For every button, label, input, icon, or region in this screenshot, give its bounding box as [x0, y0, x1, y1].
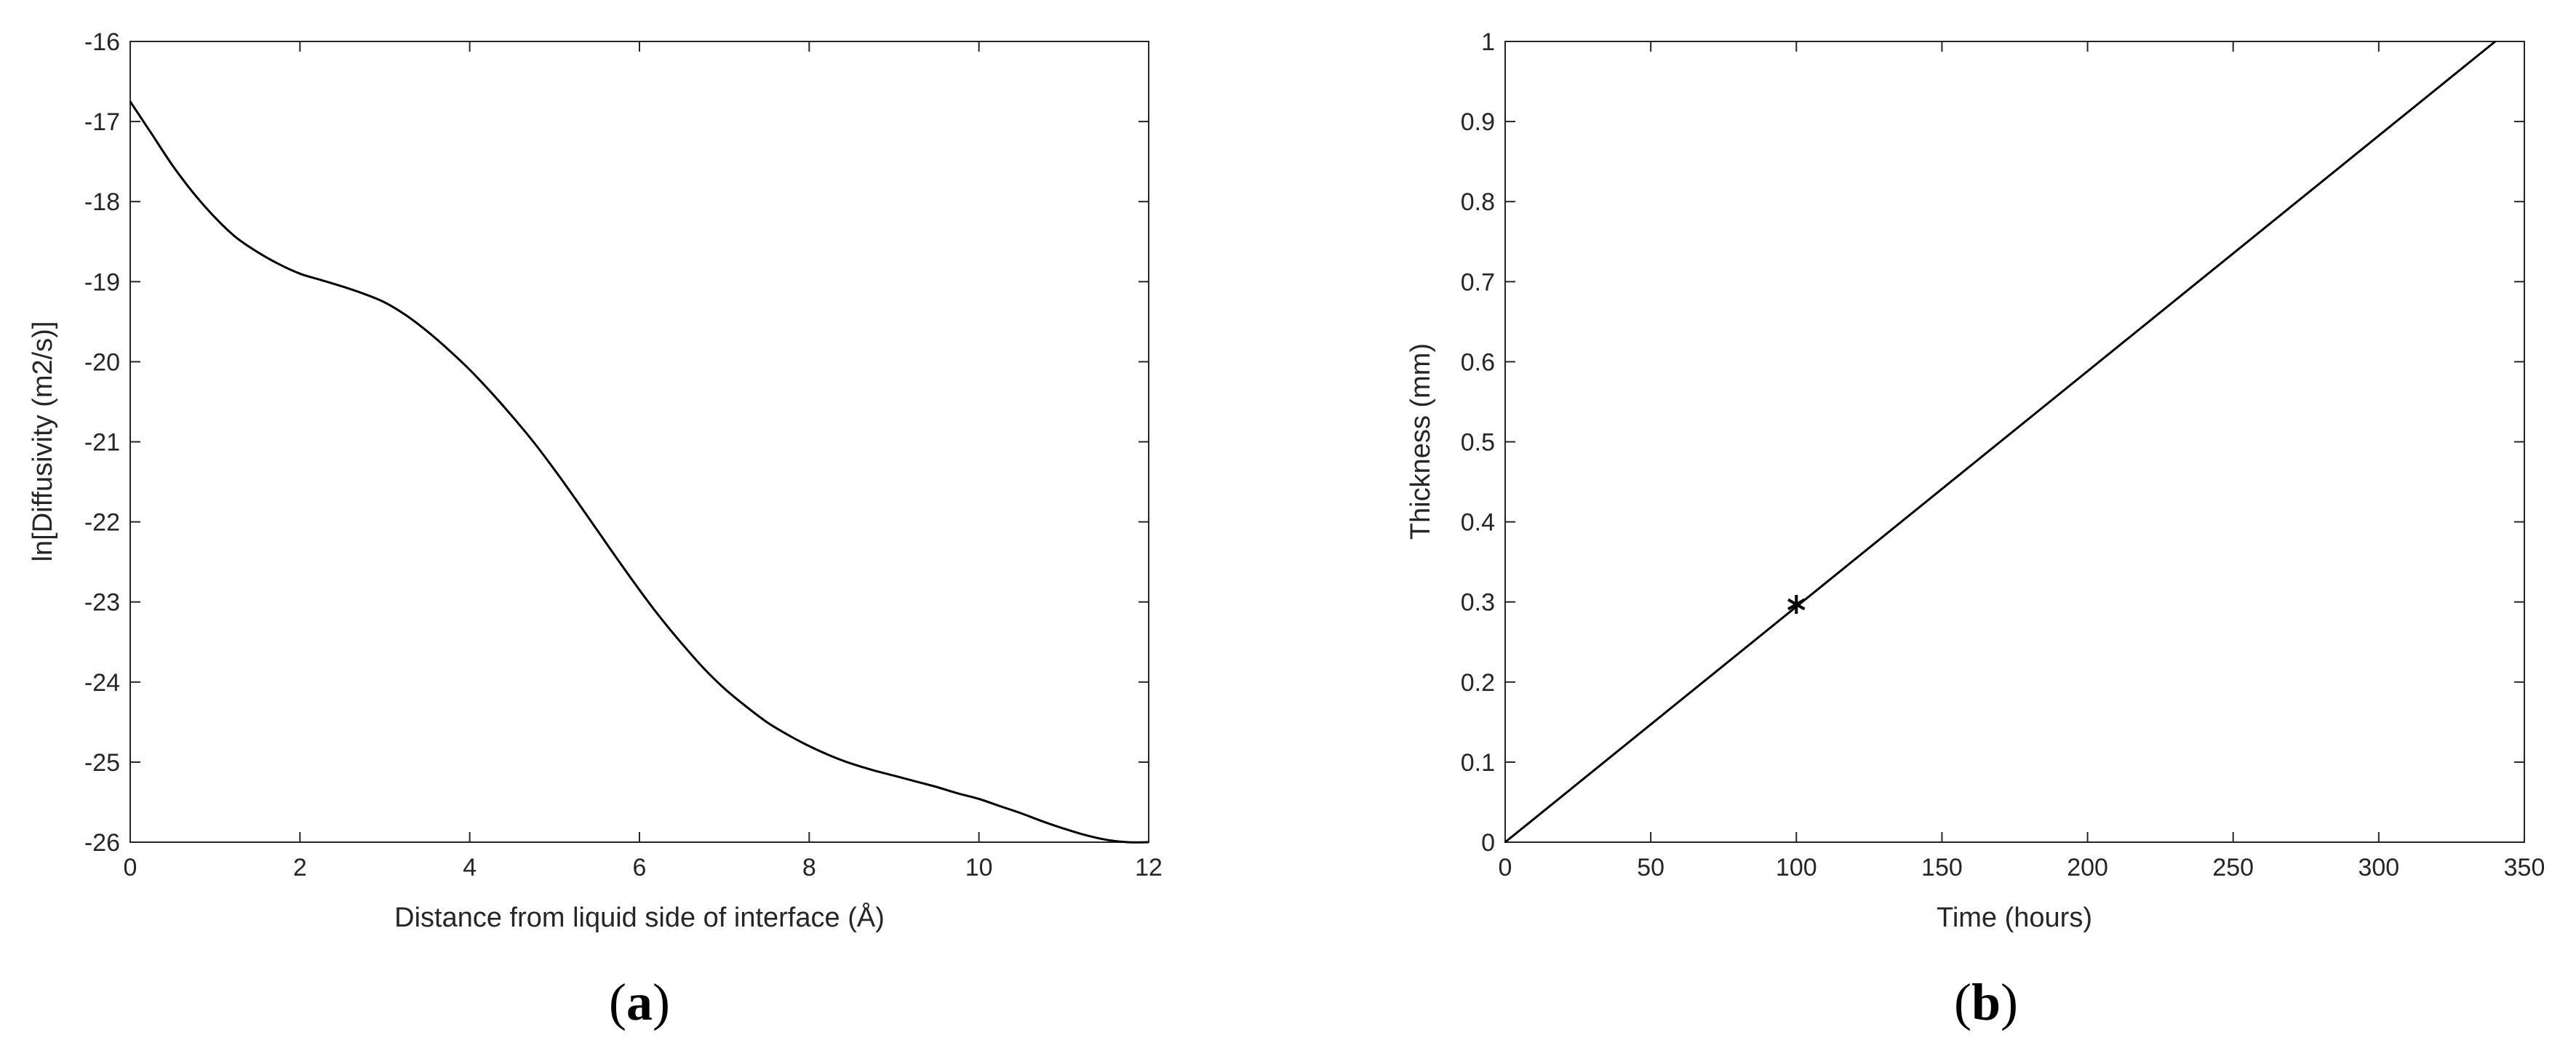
panel-a-xtick-label: 12 [1135, 854, 1163, 881]
panel-a-xtick-label: 2 [293, 854, 307, 881]
panel-a-series-line [129, 100, 1149, 844]
panel-a-ytick-label: -22 [84, 509, 120, 537]
panel-b-ytick-label: 0.2 [1461, 669, 1495, 697]
panel-b-ytick-label: 0.8 [1461, 188, 1495, 216]
panel-b-ytick-label: 0.1 [1461, 749, 1495, 777]
panel-b-series-line [1504, 40, 2496, 844]
panel-b-markers [1787, 595, 1806, 615]
panel-b-label: (b) [1954, 973, 2018, 1031]
panel-b-xlabel: Time (hours) [1937, 903, 2092, 933]
panel-b-ytick-label: 0 [1481, 829, 1495, 857]
panel-b-ytick-label: 0.9 [1461, 108, 1495, 136]
panel-a-ytick-label: -16 [84, 28, 120, 56]
panel-b-ytick-label: 0.4 [1461, 509, 1495, 537]
panel-a-xtick-label: 6 [633, 854, 647, 881]
panel-b-xtick-label: 300 [2358, 854, 2399, 881]
panel-a-ytick-label: -24 [84, 669, 120, 697]
panel-b-ytick-label: 0.5 [1461, 429, 1495, 457]
panel-a-xtick-label: 4 [463, 854, 476, 881]
panel-b-ytick-label: 0.7 [1461, 268, 1495, 296]
panel-b-xtick-label: 0 [1499, 854, 1512, 881]
panel-a: 0 2 4 6 8 10 12 -16 -17 -18 -19 -20 -21 -22 -23 -24 -25 -… [28, 28, 1163, 1031]
panel-b-ytick-label: 0.6 [1461, 348, 1495, 376]
panel-a-xtick-label: 8 [802, 854, 816, 881]
panel-b-xtick-label: 50 [1637, 854, 1664, 881]
panel-b-xtick-label: 250 [2212, 854, 2254, 881]
panel-a-ytick-label: -25 [84, 749, 120, 777]
panel-b-xtick-label: 150 [1921, 854, 1963, 881]
panel-a-ytick-label: -17 [84, 108, 120, 136]
panel-b-ylabel: Thickness (mm) [1405, 343, 1436, 540]
panel-b-xtick-label: 350 [2504, 854, 2545, 881]
panel-a-label: (a) [609, 973, 670, 1031]
panel-a-ytick-label: -21 [84, 429, 120, 457]
panel-a-ticks: 0 2 4 6 8 10 12 -16 -17 -18 -19 -20 -21 -22 -23 -24 -25 -… [84, 28, 1163, 881]
panel-b-xtick-label: 100 [1776, 854, 1817, 881]
panel-a-ylabel: ln[Diffusivity (m2/s)] [28, 321, 58, 562]
panel-a-ytick-label: -23 [84, 589, 120, 617]
panel-a-plot-area [129, 41, 1149, 843]
panel-b: 0 50 100 150 200 250 300 350 0 0.1 0.2 0.3 0.4 0.5 0.6… [1405, 28, 2545, 1031]
panel-b-xtick-label: 200 [2067, 854, 2108, 881]
panel-a-ytick-label: -18 [84, 188, 120, 216]
panel-b-asterisk-marker [1787, 595, 1806, 615]
panel-a-ytick-label: -19 [84, 268, 120, 296]
panel-a-xtick-label: 10 [965, 854, 993, 881]
panel-a-ytick-label: -26 [84, 829, 120, 857]
panel-b-ytick-label: 0.3 [1461, 589, 1495, 617]
panel-a-ytick-label: -20 [84, 348, 120, 376]
panel-b-plot-area [1504, 41, 2525, 843]
panel-a-xlabel: Distance from liquid side of interface (… [394, 901, 885, 933]
panel-b-ytick-label: 1 [1481, 28, 1495, 56]
panel-a-xtick-label: 0 [124, 854, 137, 881]
